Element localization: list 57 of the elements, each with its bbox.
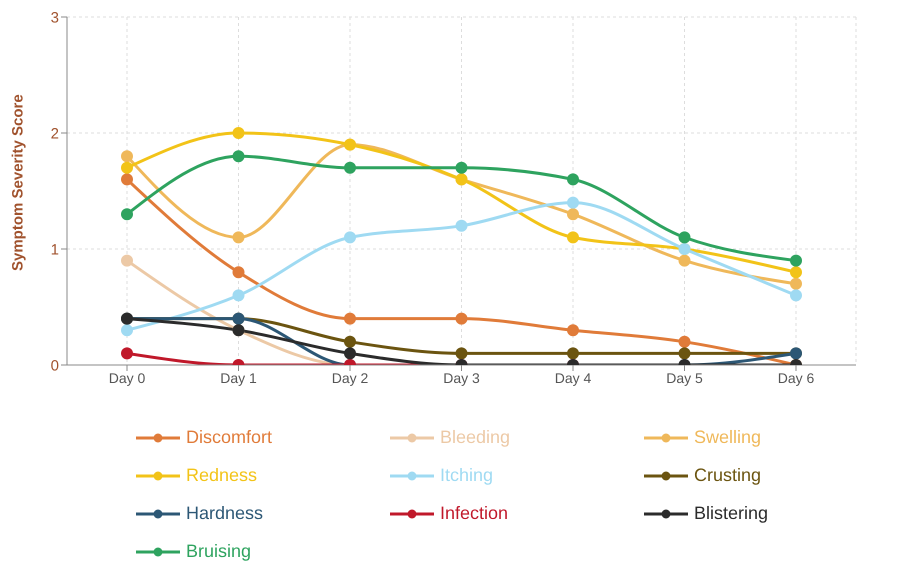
point: [678, 347, 690, 360]
point: [232, 289, 244, 302]
x-tick-label: Day 0: [108, 370, 146, 386]
point: [232, 127, 244, 139]
point: [121, 162, 133, 174]
point: [567, 324, 579, 336]
point: [121, 173, 133, 186]
point: [232, 231, 244, 244]
point: [121, 254, 133, 267]
point: [456, 220, 468, 232]
point: [678, 336, 690, 348]
point: [121, 347, 133, 360]
legend-label: Redness: [185, 465, 258, 486]
x-tick-label: Day 6: [778, 370, 814, 386]
point: [344, 231, 356, 244]
point: [567, 208, 579, 220]
point: [121, 150, 133, 162]
x-tick-label: Day 1: [220, 370, 257, 386]
legend-label: Bleeding: [439, 427, 512, 448]
x-tick-label: Day 3: [443, 370, 480, 386]
y-tick-label: 1: [50, 241, 59, 258]
legend-label: Discomfort: [185, 427, 274, 448]
point: [567, 196, 579, 209]
legend-label: Itching: [439, 465, 494, 486]
y-tick-label: 2: [50, 125, 59, 142]
point: [456, 312, 468, 325]
legend-label: Crusting: [693, 465, 762, 486]
legend-label: Bruising: [185, 541, 252, 562]
y-axis-title: Symptom Severity Score: [9, 94, 26, 271]
point: [456, 162, 468, 174]
point: [567, 173, 579, 186]
point: [678, 254, 690, 267]
point: [232, 266, 244, 278]
x-tick-label: Day 5: [666, 370, 703, 386]
legend-label: Hardness: [185, 503, 264, 524]
point: [567, 347, 579, 360]
point: [344, 336, 356, 348]
legend-label: Blistering: [693, 503, 770, 524]
y-tick-label: 3: [50, 9, 59, 26]
point: [790, 254, 802, 267]
x-tick-label: Day 4: [554, 370, 592, 386]
point: [232, 150, 244, 162]
point: [121, 324, 133, 336]
x-tick-label: Day 2: [332, 370, 368, 386]
legend-label: Swelling: [693, 427, 762, 448]
point: [344, 312, 356, 325]
point: [456, 347, 468, 360]
point: [344, 347, 356, 360]
y-tick-label: 0: [50, 357, 59, 374]
point: [790, 278, 802, 290]
point: [790, 289, 802, 302]
point: [344, 162, 356, 174]
point: [678, 231, 690, 244]
point: [567, 231, 579, 244]
point: [121, 208, 133, 220]
legend-label: Infection: [439, 503, 510, 524]
point: [790, 266, 802, 278]
